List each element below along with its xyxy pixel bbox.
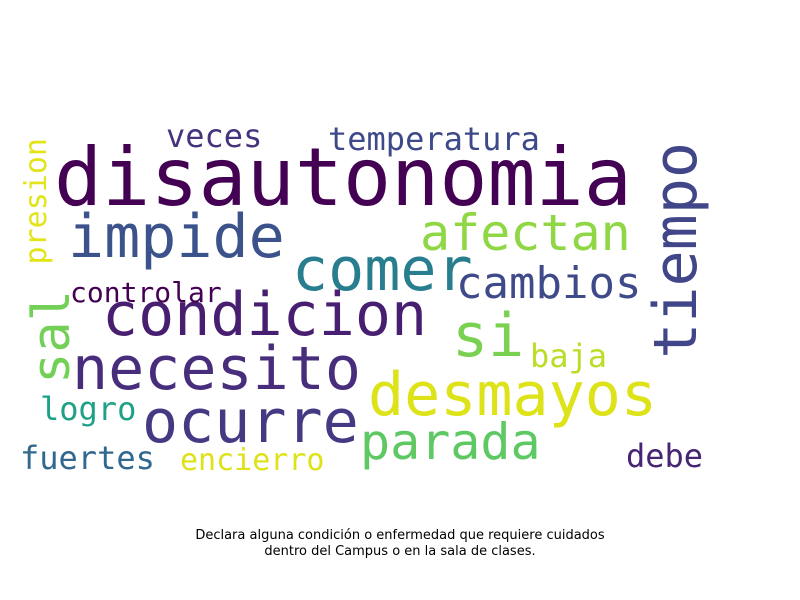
word-controlar: controlar (70, 276, 222, 309)
word-baja: baja (530, 337, 608, 375)
word-necesito: necesito (72, 334, 361, 404)
word-temperatura: temperatura (328, 120, 540, 158)
word-ocurre: ocurre (142, 387, 359, 457)
word-logro: logro (40, 390, 137, 428)
word-tiempo: tiempo (641, 142, 711, 359)
word-encierro: encierro (180, 443, 325, 478)
caption-line-2: dentro del Campus o en la sala de clases… (264, 544, 536, 559)
word-debe: debe (626, 437, 704, 475)
word-condicion: condicion (102, 280, 428, 350)
word-impide: impide (68, 202, 285, 272)
word-afectan: afectan (420, 204, 631, 262)
word-disautonomia: disautonomia (54, 131, 632, 224)
word-cloud: disautonomia impide afectan comer condic… (19, 117, 711, 478)
word-desmayos: desmayos (368, 360, 657, 430)
word-veces: veces (166, 117, 263, 155)
caption-line-1: Declara alguna condición o enfermedad qu… (195, 528, 605, 543)
word-comer: comer (292, 235, 473, 305)
figure-caption: Declara alguna condición o enfermedad qu… (0, 528, 800, 560)
word-fuertes: fuertes (20, 439, 155, 477)
word-cambios: cambios (456, 258, 642, 309)
word-presion: presion (19, 138, 54, 265)
word-si: si (452, 301, 525, 371)
word-parada: parada (360, 413, 541, 471)
